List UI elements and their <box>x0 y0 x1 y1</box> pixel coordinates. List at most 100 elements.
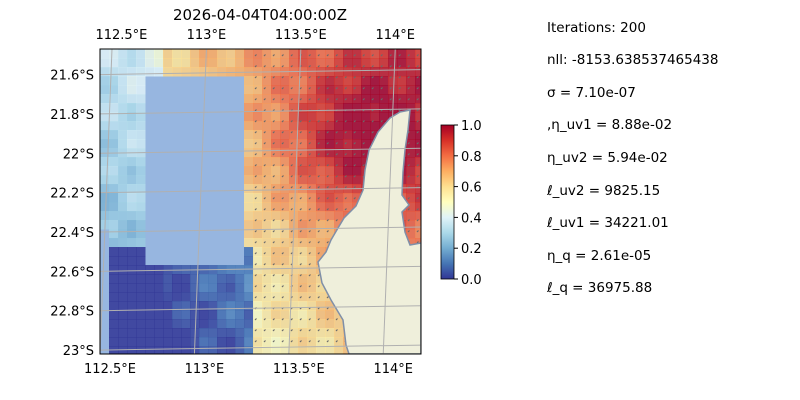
heat-cell <box>253 175 263 185</box>
current-arrow <box>335 186 338 189</box>
heat-cell <box>136 184 146 194</box>
heat-cell <box>172 346 182 354</box>
heat-cell <box>226 283 236 293</box>
heat-cell <box>334 49 344 59</box>
heat-cell <box>172 49 182 59</box>
current-arrow <box>407 175 410 178</box>
heat-cell <box>190 319 200 329</box>
current-arrow <box>272 252 275 255</box>
current-arrow <box>308 241 311 244</box>
top-longitude-label: 114°E <box>375 28 415 43</box>
heat-cell <box>316 211 326 221</box>
heat-cell <box>244 85 254 95</box>
heat-cell <box>163 328 173 338</box>
current-arrow <box>371 120 374 123</box>
heat-cell <box>316 319 326 329</box>
heat-cell <box>244 58 254 68</box>
current-arrow <box>317 197 320 200</box>
heat-cell <box>406 58 416 68</box>
current-arrow <box>344 175 347 178</box>
heat-cell <box>289 184 299 194</box>
current-arrow <box>299 263 302 266</box>
heat-cell <box>136 157 146 167</box>
current-arrow <box>272 164 275 167</box>
heat-cell <box>127 58 137 68</box>
heat-cell <box>289 328 299 338</box>
heat-cell <box>208 319 218 329</box>
current-arrow <box>317 241 320 244</box>
heat-cell <box>235 310 245 320</box>
heat-cell <box>289 238 299 248</box>
heat-cell <box>100 139 110 149</box>
heat-cell <box>325 229 335 239</box>
current-arrow <box>380 120 383 123</box>
current-arrow <box>290 120 293 123</box>
heat-cell <box>253 292 263 302</box>
current-arrow <box>290 131 293 134</box>
heat-cell <box>262 265 272 275</box>
current-arrow <box>281 208 284 211</box>
current-arrow <box>272 197 275 200</box>
heat-cell <box>298 193 308 203</box>
heat-cell <box>109 175 119 185</box>
heat-cell <box>370 67 380 77</box>
heat-cell <box>118 337 128 347</box>
current-arrow <box>299 186 302 189</box>
heat-cell <box>325 337 335 347</box>
current-arrow <box>344 120 347 123</box>
heat-cell <box>262 175 272 185</box>
heat-cell <box>154 310 164 320</box>
heat-cell <box>127 130 137 140</box>
current-arrow <box>308 153 311 156</box>
heat-cell <box>397 67 407 77</box>
heat-cell <box>343 85 353 95</box>
current-arrow <box>281 219 284 222</box>
heat-cell <box>163 283 173 293</box>
heat-cell <box>262 202 272 212</box>
heat-cell <box>406 130 416 140</box>
heat-cell <box>136 121 146 131</box>
current-arrow <box>317 87 320 90</box>
current-arrow <box>299 241 302 244</box>
current-arrow <box>416 120 419 123</box>
current-arrow <box>407 142 410 145</box>
heat-cell <box>316 193 326 203</box>
current-arrow <box>290 219 293 222</box>
heat-cell <box>334 139 344 149</box>
current-arrow <box>299 142 302 145</box>
current-arrow <box>254 186 257 189</box>
heat-cell <box>280 112 290 122</box>
heat-cell <box>415 229 421 239</box>
heat-cell <box>253 157 263 167</box>
current-arrow <box>416 76 419 79</box>
heat-cell <box>208 301 218 311</box>
heat-cell <box>334 193 344 203</box>
current-arrow <box>326 87 329 90</box>
current-arrow <box>407 164 410 167</box>
current-arrow <box>263 131 266 134</box>
current-arrow <box>416 98 419 101</box>
heat-cell <box>217 319 227 329</box>
current-arrow <box>362 65 365 68</box>
heat-cell <box>280 157 290 167</box>
heat-cell <box>325 310 335 320</box>
current-arrow <box>308 318 311 321</box>
heat-cell <box>298 346 308 354</box>
heat-cell <box>217 310 227 320</box>
heat-cell <box>244 139 254 149</box>
top-longitude-labels: 112.5°E 113°E 113.5°E 114°E <box>95 28 415 43</box>
current-arrow <box>272 329 275 332</box>
current-arrow <box>344 54 347 57</box>
current-arrow <box>290 87 293 90</box>
heat-cell <box>118 292 128 302</box>
current-arrow <box>281 164 284 167</box>
heat-cell <box>316 103 326 113</box>
heat-cell <box>343 103 353 113</box>
heat-cell <box>334 76 344 86</box>
heat-cell <box>127 274 137 284</box>
map-frame <box>99 48 422 355</box>
current-arrow <box>254 230 257 233</box>
current-arrow <box>308 175 311 178</box>
current-arrow <box>272 87 275 90</box>
heat-cell <box>316 310 326 320</box>
